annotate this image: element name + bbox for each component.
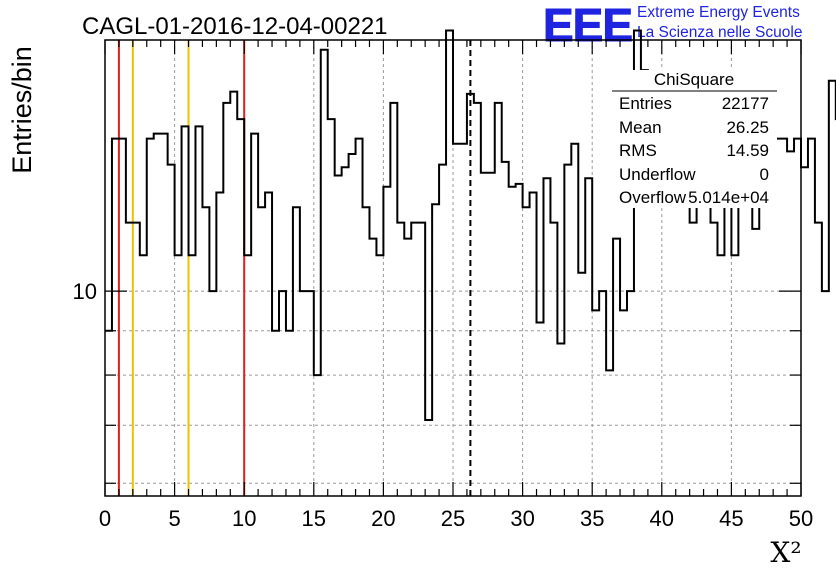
x-tick-label: 15 <box>302 506 326 531</box>
stats-title: ChiSquare <box>654 70 734 89</box>
x-tick-label: 50 <box>789 506 813 531</box>
x-tick-labels: 0 5 10 15 20 25 30 35 40 45 50 <box>99 506 813 531</box>
x-axis-label: X² <box>770 536 801 569</box>
x-tick-label: 35 <box>580 506 604 531</box>
x-tick-label: 10 <box>232 506 256 531</box>
stats-label-entries: Entries <box>619 94 672 113</box>
plot-frame <box>104 39 802 497</box>
y-tick-label: 10 <box>73 279 97 304</box>
logo-line-1: Extreme Energy Events <box>637 4 800 21</box>
stats-value-mean: 26.25 <box>726 118 769 137</box>
x-tick-label: 45 <box>719 506 743 531</box>
eee-logo: EEE <box>542 0 633 52</box>
stats-box: ChiSquare Entries 22177 Mean 26.25 RMS 1… <box>612 70 777 208</box>
x-tick-label: 25 <box>441 506 465 531</box>
stats-box-bg <box>612 70 777 208</box>
stats-value-entries: 22177 <box>722 94 769 113</box>
marker-lines <box>117 40 472 496</box>
stats-value-rms: 14.59 <box>726 141 769 160</box>
stats-label-overflow: Overflow <box>619 188 687 207</box>
x-tick-label: 40 <box>650 506 674 531</box>
x-tick-label: 5 <box>168 506 180 531</box>
y-tick-labels: 10 <box>73 279 97 304</box>
chart-title: CAGL-01-2016-12-04-00221 <box>82 13 388 40</box>
stats-label-rms: RMS <box>619 141 657 160</box>
x-tick-label: 30 <box>510 506 534 531</box>
stats-value-overflow: 5.014e+04 <box>688 188 769 207</box>
histogram-series <box>105 29 836 421</box>
stats-label-underflow: Underflow <box>619 165 696 184</box>
x-tick-label: 0 <box>99 506 111 531</box>
stats-label-mean: Mean <box>619 118 662 137</box>
y-axis-label: Entries/bin <box>7 46 37 174</box>
logo-line-2: La Scienza nelle Scuole <box>637 24 803 41</box>
x-tick-label: 20 <box>371 506 395 531</box>
stats-value-underflow: 0 <box>760 165 769 184</box>
